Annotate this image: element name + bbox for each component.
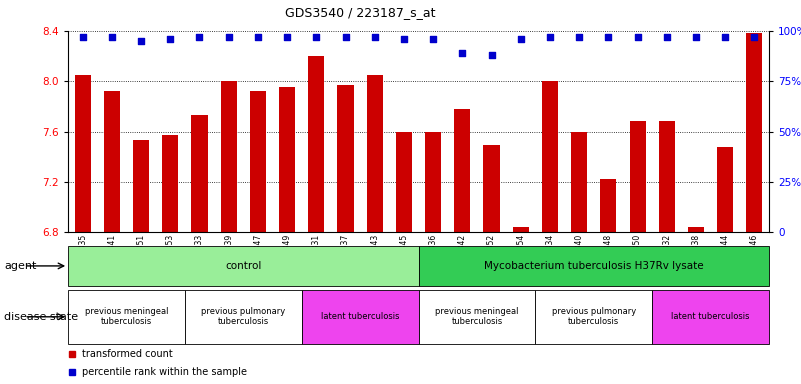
Bar <box>600 179 617 232</box>
Point <box>310 34 323 40</box>
Point <box>631 34 644 40</box>
Bar <box>418 290 535 344</box>
Bar <box>571 131 587 232</box>
Bar <box>220 81 237 232</box>
Bar <box>630 121 646 232</box>
Point <box>397 36 410 42</box>
Point <box>456 50 469 56</box>
Bar <box>418 246 769 286</box>
Bar <box>250 91 266 232</box>
Point <box>368 34 381 40</box>
Text: latent tuberculosis: latent tuberculosis <box>671 312 750 321</box>
Bar <box>68 290 185 344</box>
Bar <box>185 290 302 344</box>
Point <box>748 34 761 40</box>
Bar <box>337 85 353 232</box>
Text: disease state: disease state <box>4 312 78 322</box>
Bar <box>133 140 149 232</box>
Bar <box>688 227 704 232</box>
Text: latent tuberculosis: latent tuberculosis <box>321 312 400 321</box>
Point <box>339 34 352 40</box>
Bar <box>747 33 763 232</box>
Point <box>280 34 293 40</box>
Point <box>602 34 614 40</box>
Bar <box>454 109 470 232</box>
Point <box>718 34 731 40</box>
Bar <box>425 131 441 232</box>
Point <box>76 34 89 40</box>
Bar <box>484 146 500 232</box>
Point <box>106 34 119 40</box>
Bar <box>658 121 674 232</box>
Text: percentile rank within the sample: percentile rank within the sample <box>83 366 248 377</box>
Text: transformed count: transformed count <box>83 349 173 359</box>
Point <box>660 34 673 40</box>
Bar <box>717 147 733 232</box>
Point <box>164 36 177 42</box>
Bar <box>652 290 769 344</box>
Point <box>544 34 557 40</box>
Text: agent: agent <box>4 261 36 271</box>
Text: previous pulmonary
tuberculosis: previous pulmonary tuberculosis <box>201 307 285 326</box>
Bar <box>163 135 179 232</box>
Text: GDS3540 / 223187_s_at: GDS3540 / 223187_s_at <box>285 6 436 19</box>
Point <box>485 52 498 58</box>
Text: control: control <box>225 261 261 271</box>
Text: previous meningeal
tuberculosis: previous meningeal tuberculosis <box>85 307 168 326</box>
Bar <box>513 227 529 232</box>
Bar <box>191 115 207 232</box>
Bar <box>279 88 295 232</box>
Point <box>427 36 440 42</box>
Point <box>514 36 527 42</box>
Bar <box>104 91 120 232</box>
Bar <box>367 75 383 232</box>
Text: previous meningeal
tuberculosis: previous meningeal tuberculosis <box>435 307 519 326</box>
Bar <box>542 81 558 232</box>
Bar <box>535 290 652 344</box>
Point <box>252 34 264 40</box>
Text: previous pulmonary
tuberculosis: previous pulmonary tuberculosis <box>552 307 636 326</box>
Bar <box>302 290 418 344</box>
Bar <box>74 75 91 232</box>
Point <box>193 34 206 40</box>
Point <box>223 34 235 40</box>
Point <box>690 34 702 40</box>
Text: Mycobacterium tuberculosis H37Rv lysate: Mycobacterium tuberculosis H37Rv lysate <box>484 261 703 271</box>
Bar <box>308 56 324 232</box>
Bar <box>68 246 418 286</box>
Point <box>135 38 147 44</box>
Point <box>573 34 586 40</box>
Bar <box>396 131 412 232</box>
